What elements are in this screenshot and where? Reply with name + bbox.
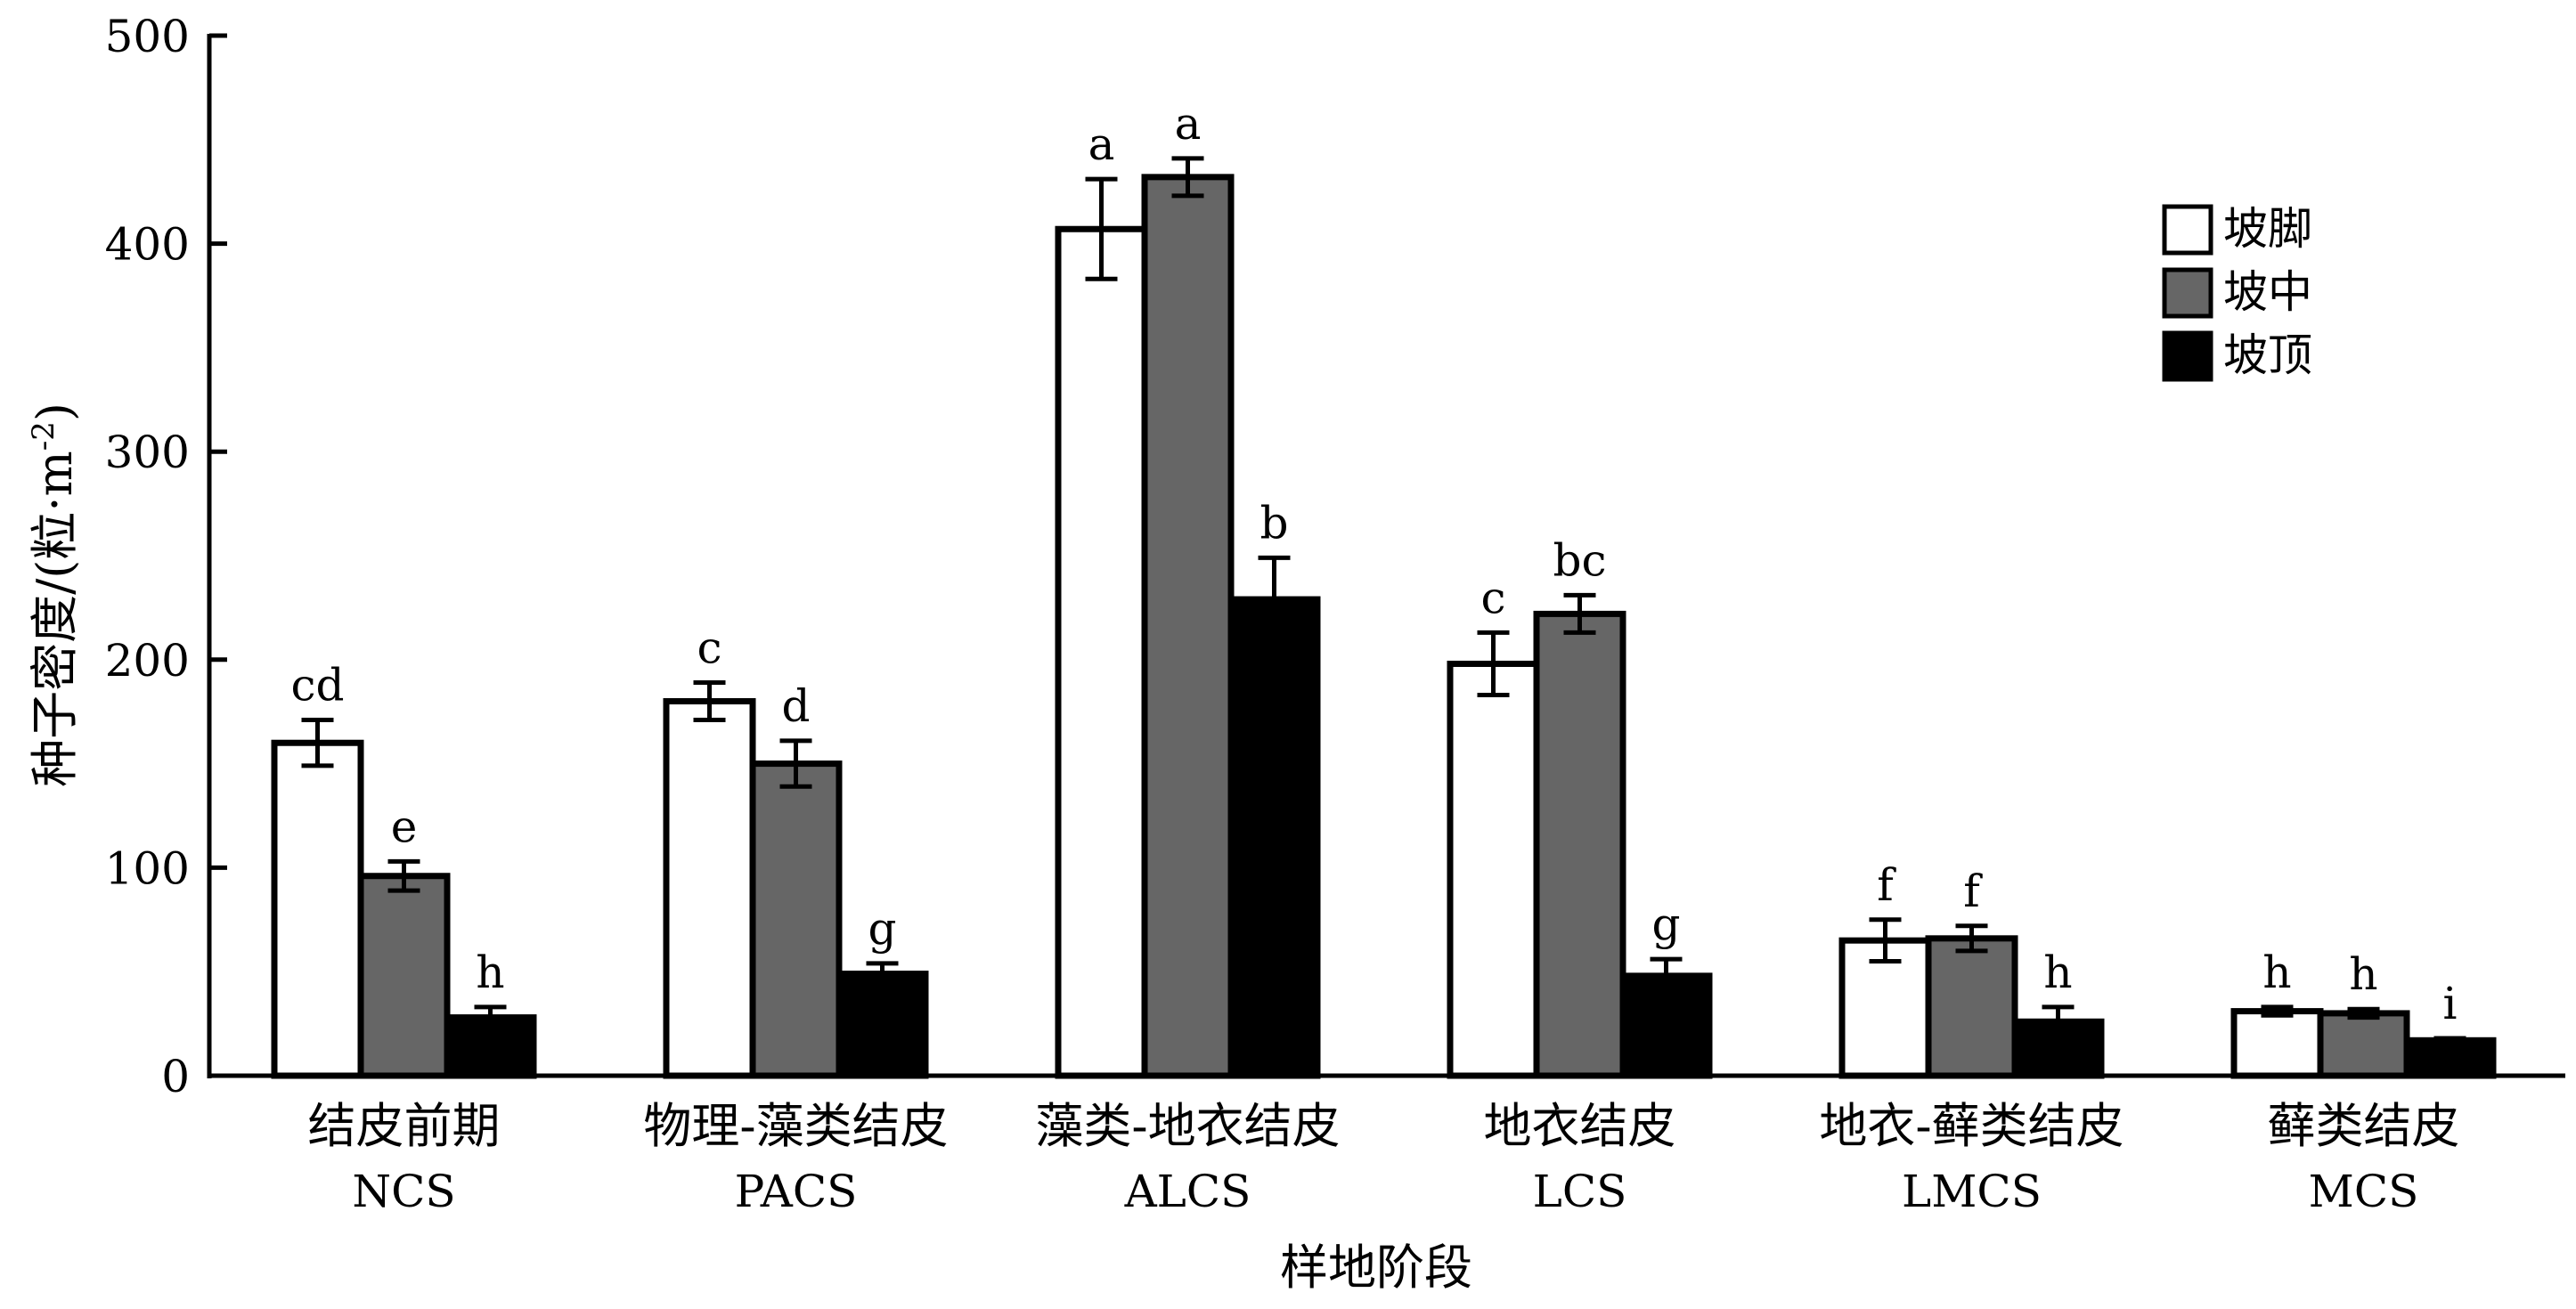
significance-label: a bbox=[1175, 98, 1202, 150]
significance-label: a bbox=[1088, 118, 1115, 170]
significance-label: f bbox=[1963, 866, 1983, 917]
significance-label: d bbox=[781, 680, 810, 732]
y-axis-label-main: 种子密度/(粒·m bbox=[27, 451, 83, 787]
significance-label: i bbox=[2443, 978, 2458, 1029]
x-tick-label-en: LCS bbox=[1533, 1166, 1627, 1217]
legend-label: 坡顶 bbox=[2223, 329, 2312, 381]
axis-titles: 样地阶段 种子密度/(粒·m-2) bbox=[26, 402, 1472, 1296]
legend-label: 坡脚 bbox=[2223, 203, 2312, 255]
x-tick-label-cn: 藓类结皮 bbox=[2268, 1098, 2460, 1154]
x-tick-label-cn: 地衣结皮 bbox=[1484, 1098, 1676, 1154]
bar-alcs-2 bbox=[1141, 174, 1235, 1079]
x-tick-label-en: ALCS bbox=[1124, 1166, 1251, 1217]
y-tick-label: 400 bbox=[105, 219, 190, 271]
x-tick-label-cn: 藻类-地衣结皮 bbox=[1035, 1098, 1340, 1154]
x-tick-label-cn: 物理-藻类结皮 bbox=[643, 1098, 948, 1154]
bar-lcs-2 bbox=[1533, 610, 1626, 1079]
y-tick-label: 200 bbox=[105, 635, 190, 687]
legend-swatch bbox=[2162, 267, 2213, 319]
significance-label: h bbox=[2043, 947, 2072, 998]
x-tick-label-cn: 结皮前期 bbox=[308, 1098, 501, 1154]
significance-label: h bbox=[2262, 947, 2291, 998]
y-axis-label-superscript: -2 bbox=[26, 421, 61, 451]
y-axis-label-close: ) bbox=[27, 402, 83, 421]
bar-pacs-1 bbox=[663, 698, 756, 1079]
significance-label: e bbox=[391, 801, 418, 852]
bar-alcs-1 bbox=[1055, 225, 1148, 1079]
bar-mcs-3 bbox=[2403, 1037, 2497, 1079]
y-tick-label: 500 bbox=[105, 11, 190, 62]
significance-label: bc bbox=[1553, 534, 1606, 586]
significance-label: g bbox=[1651, 898, 1680, 950]
legend-label: 坡中 bbox=[2223, 266, 2312, 318]
significance-label: c bbox=[697, 622, 721, 673]
bar-pacs-3 bbox=[836, 971, 929, 1079]
legend-swatch bbox=[2162, 204, 2213, 256]
bars-layer bbox=[271, 174, 2497, 1079]
y-tick-label: 300 bbox=[105, 427, 190, 478]
legend-swatch bbox=[2162, 330, 2213, 382]
bar-mcs-2 bbox=[2317, 1010, 2410, 1079]
bar-ncs-2 bbox=[357, 873, 451, 1079]
bar-alcs-3 bbox=[1227, 596, 1321, 1079]
y-axis-label: 种子密度/(粒·m-2) bbox=[26, 402, 83, 787]
y-tick-label: 100 bbox=[105, 842, 190, 894]
bar-pacs-2 bbox=[749, 760, 843, 1079]
significance-label: cd bbox=[290, 660, 344, 711]
y-tick-label: 0 bbox=[161, 1051, 190, 1102]
significance-label: b bbox=[1259, 497, 1288, 549]
bar-lmcs-2 bbox=[1925, 935, 2018, 1079]
significance-label: f bbox=[1877, 859, 1896, 911]
significance-label: h bbox=[476, 947, 504, 998]
x-tick-label-en: MCS bbox=[2309, 1166, 2419, 1217]
bar-ncs-1 bbox=[271, 739, 364, 1079]
x-tick-label-en: PACS bbox=[735, 1166, 858, 1217]
error-bars-layer bbox=[301, 156, 2466, 1045]
bar-lcs-1 bbox=[1447, 660, 1540, 1079]
significance-label: c bbox=[1480, 572, 1505, 623]
x-tick-label-en: NCS bbox=[352, 1166, 455, 1217]
significance-label: g bbox=[868, 903, 896, 955]
x-axis-label: 样地阶段 bbox=[1280, 1240, 1472, 1296]
bar-mcs-1 bbox=[2230, 1008, 2324, 1079]
significance-label: h bbox=[2349, 948, 2377, 1000]
axes-layer: 结皮前期 NCS 物理-藻类结皮 PACS 藻类-地衣结皮 ALCS 地衣结皮 LCS 地衣-藓… bbox=[105, 11, 2565, 1217]
bar-lmcs-3 bbox=[2011, 1018, 2105, 1079]
x-tick-label-en: LMCS bbox=[1902, 1166, 2042, 1217]
x-tick-label-cn: 地衣-藓类结皮 bbox=[1819, 1098, 2124, 1154]
